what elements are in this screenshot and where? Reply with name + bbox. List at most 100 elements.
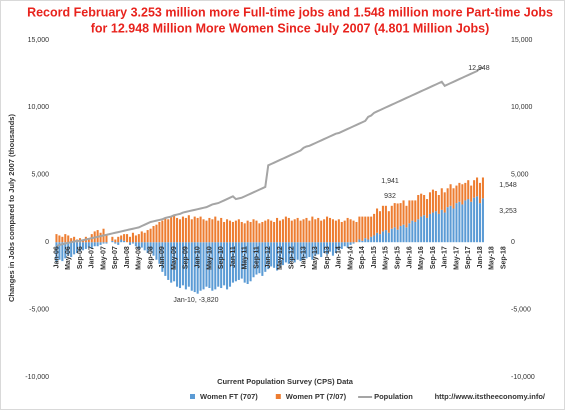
bar bbox=[114, 239, 117, 243]
bar bbox=[423, 215, 426, 243]
bar bbox=[140, 231, 143, 243]
bar bbox=[426, 217, 429, 243]
bar bbox=[320, 220, 323, 243]
bar bbox=[123, 234, 126, 241]
x-tick-label: Jan-15 bbox=[371, 246, 378, 268]
bar bbox=[93, 242, 96, 247]
bar bbox=[99, 232, 102, 243]
bar bbox=[296, 242, 299, 260]
bar bbox=[287, 217, 290, 243]
legend-label: Women PT (7/07) bbox=[286, 392, 347, 401]
bar bbox=[405, 205, 408, 228]
bar bbox=[434, 190, 437, 212]
bar bbox=[367, 216, 370, 240]
bar bbox=[446, 207, 449, 243]
bar bbox=[217, 242, 220, 287]
bar bbox=[78, 242, 82, 252]
y2-tick-label: -5,000 bbox=[511, 306, 531, 313]
bar bbox=[458, 201, 461, 243]
legend-swatch bbox=[275, 394, 281, 399]
bar bbox=[364, 238, 367, 243]
bar bbox=[299, 220, 302, 243]
x-tick-label: Jan-14 bbox=[336, 246, 343, 268]
bar bbox=[320, 242, 323, 258]
y-tick-label: 10,000 bbox=[28, 104, 50, 111]
bar bbox=[67, 235, 70, 243]
bar bbox=[87, 242, 90, 248]
bar bbox=[128, 242, 132, 245]
x-tick-label: Sep-15 bbox=[394, 246, 401, 269]
bar bbox=[161, 220, 164, 243]
bar bbox=[423, 195, 426, 216]
bar bbox=[452, 208, 455, 243]
bar bbox=[264, 242, 267, 272]
bar bbox=[414, 200, 417, 222]
bar bbox=[278, 220, 282, 243]
x-tick-label: May-15 bbox=[383, 246, 390, 270]
bar bbox=[131, 232, 134, 243]
bar bbox=[478, 182, 482, 204]
x-tick-label: Jan-12 bbox=[265, 246, 272, 268]
bar bbox=[158, 242, 161, 264]
bar bbox=[278, 242, 282, 267]
bar bbox=[208, 242, 211, 289]
bar bbox=[473, 197, 476, 243]
bar bbox=[123, 240, 126, 243]
bar bbox=[70, 238, 73, 243]
bar bbox=[173, 215, 176, 243]
x-tick-label: Sep-09 bbox=[183, 246, 190, 269]
bar bbox=[449, 184, 452, 206]
bar bbox=[167, 242, 170, 280]
x-tick-label: May-18 bbox=[489, 246, 496, 270]
bar bbox=[64, 234, 67, 243]
bar bbox=[220, 217, 223, 243]
y2-tick-label: 0 bbox=[511, 239, 515, 246]
bar bbox=[355, 221, 358, 243]
line bbox=[56, 66, 484, 248]
bar bbox=[187, 242, 190, 287]
bar bbox=[249, 242, 252, 282]
bar bbox=[176, 217, 179, 243]
bar bbox=[358, 216, 361, 240]
bar bbox=[290, 242, 293, 262]
bar bbox=[387, 232, 390, 243]
bar bbox=[452, 188, 455, 209]
bar bbox=[149, 228, 152, 243]
bar bbox=[481, 198, 484, 243]
bar bbox=[276, 242, 279, 271]
bar bbox=[226, 242, 229, 290]
bar bbox=[137, 234, 140, 243]
x-tick-label: May-08 bbox=[136, 246, 143, 270]
bar bbox=[323, 219, 326, 243]
bar bbox=[287, 242, 290, 264]
bar bbox=[111, 236, 114, 241]
bar bbox=[473, 180, 476, 198]
bar bbox=[340, 242, 343, 249]
bar bbox=[467, 180, 470, 200]
bar bbox=[270, 242, 273, 267]
bar bbox=[55, 234, 58, 243]
bar bbox=[417, 195, 420, 220]
bar bbox=[293, 242, 296, 263]
bar bbox=[140, 242, 143, 248]
bar bbox=[290, 220, 293, 243]
bar bbox=[61, 242, 64, 262]
bar bbox=[120, 235, 123, 240]
bar bbox=[393, 203, 396, 228]
x-tick-label: Sep-11 bbox=[253, 246, 260, 269]
bar bbox=[346, 217, 349, 243]
bar bbox=[267, 219, 270, 243]
bar bbox=[258, 223, 261, 243]
bar bbox=[240, 242, 243, 279]
x-tick-label: Jan-06 bbox=[53, 246, 60, 268]
bar bbox=[402, 200, 405, 225]
bar bbox=[73, 242, 76, 255]
bar bbox=[434, 211, 437, 243]
bar bbox=[428, 213, 432, 243]
bar bbox=[284, 242, 287, 263]
bar bbox=[317, 217, 320, 243]
bar bbox=[234, 242, 237, 282]
bar bbox=[378, 211, 382, 235]
bar bbox=[417, 219, 420, 243]
